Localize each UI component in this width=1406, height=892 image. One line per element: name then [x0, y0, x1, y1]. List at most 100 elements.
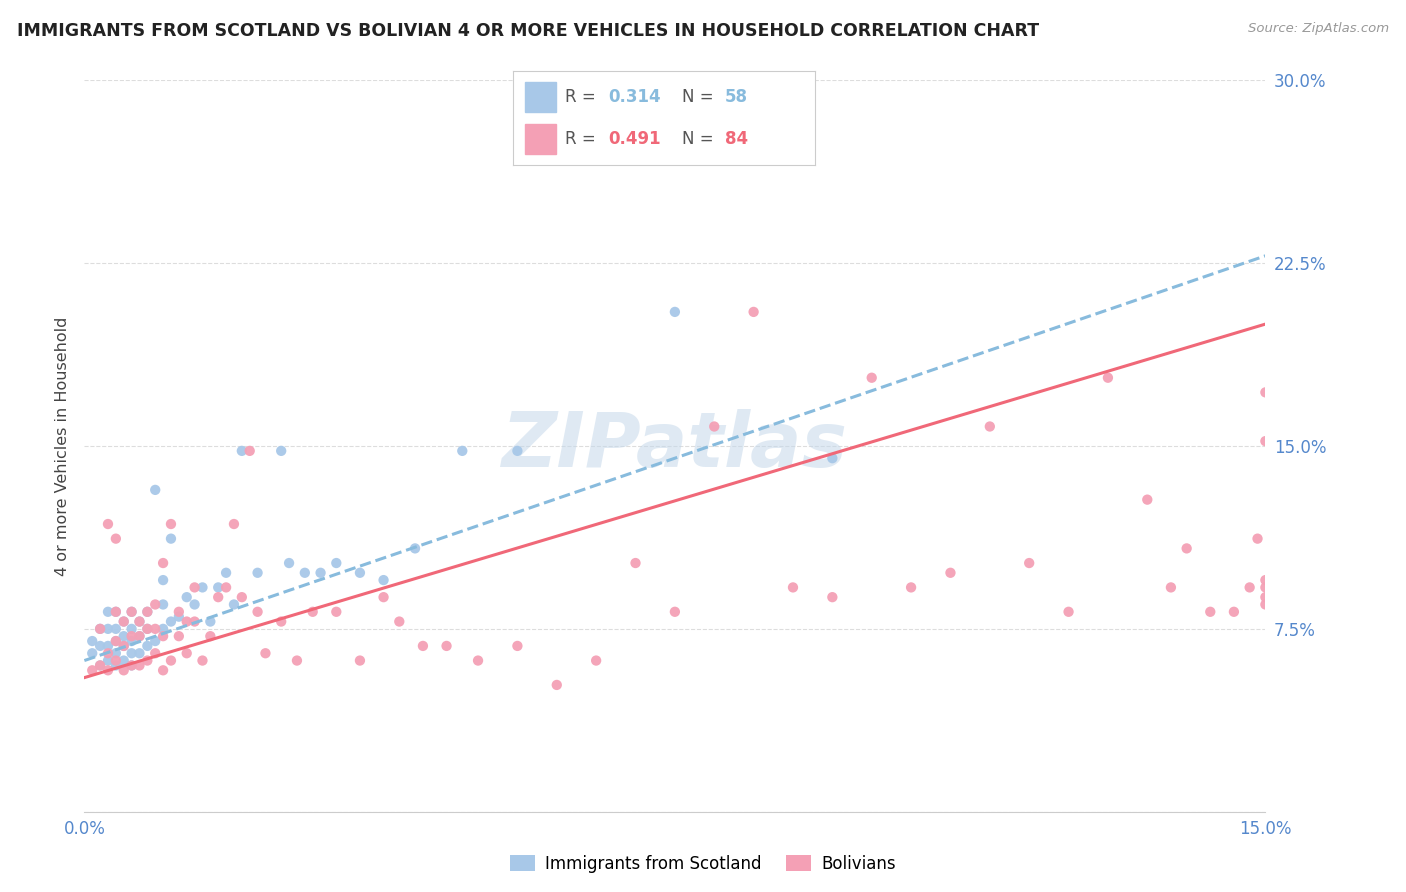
- Point: [121, 629, 143, 643]
- Point: [325, 605, 347, 619]
- Point: [121, 634, 143, 648]
- Point: [624, 556, 647, 570]
- Point: [200, 629, 222, 643]
- Text: 84: 84: [725, 130, 748, 148]
- Point: [1254, 590, 1277, 604]
- Point: [97, 605, 120, 619]
- Point: [97, 646, 120, 660]
- Text: 58: 58: [725, 87, 748, 105]
- Point: [97, 654, 120, 668]
- Point: [136, 654, 159, 668]
- Point: [270, 615, 292, 629]
- Point: [128, 615, 150, 629]
- Point: [1254, 434, 1277, 449]
- Text: Source: ZipAtlas.com: Source: ZipAtlas.com: [1249, 22, 1389, 36]
- Point: [152, 663, 174, 677]
- Point: [231, 590, 253, 604]
- Point: [979, 419, 1001, 434]
- Point: [152, 622, 174, 636]
- Point: [82, 634, 104, 648]
- Point: [1160, 581, 1182, 595]
- Point: [89, 622, 111, 636]
- Point: [121, 658, 143, 673]
- Point: [373, 573, 395, 587]
- Point: [207, 581, 229, 595]
- Point: [183, 615, 205, 629]
- Point: [112, 629, 135, 643]
- Point: [301, 605, 323, 619]
- Point: [215, 581, 238, 595]
- Point: [939, 566, 962, 580]
- Point: [97, 639, 120, 653]
- Point: [1057, 605, 1080, 619]
- Point: [467, 654, 489, 668]
- Text: IMMIGRANTS FROM SCOTLAND VS BOLIVIAN 4 OR MORE VEHICLES IN HOUSEHOLD CORRELATION: IMMIGRANTS FROM SCOTLAND VS BOLIVIAN 4 O…: [17, 22, 1039, 40]
- Point: [176, 646, 198, 660]
- Point: [128, 658, 150, 673]
- Point: [664, 305, 686, 319]
- Point: [1254, 581, 1277, 595]
- Point: [160, 532, 183, 546]
- Point: [451, 443, 474, 458]
- Point: [112, 615, 135, 629]
- Point: [1254, 598, 1277, 612]
- Point: [128, 629, 150, 643]
- Text: 0.491: 0.491: [609, 130, 661, 148]
- Point: [1199, 605, 1222, 619]
- Point: [112, 654, 135, 668]
- Point: [506, 639, 529, 653]
- Point: [1136, 492, 1159, 507]
- Point: [128, 646, 150, 660]
- Point: [176, 590, 198, 604]
- Point: [207, 590, 229, 604]
- Point: [742, 305, 765, 319]
- Point: [104, 658, 127, 673]
- Point: [270, 443, 292, 458]
- Point: [152, 556, 174, 570]
- Point: [121, 646, 143, 660]
- Point: [412, 639, 434, 653]
- Point: [104, 634, 127, 648]
- Point: [152, 598, 174, 612]
- Point: [200, 615, 222, 629]
- Point: [104, 622, 127, 636]
- Point: [1175, 541, 1198, 556]
- Point: [231, 443, 253, 458]
- Point: [104, 654, 127, 668]
- Text: N =: N =: [682, 130, 720, 148]
- Point: [436, 639, 458, 653]
- Point: [309, 566, 332, 580]
- Point: [121, 605, 143, 619]
- Point: [112, 663, 135, 677]
- Bar: [526, 82, 555, 112]
- Point: [349, 566, 371, 580]
- Point: [285, 654, 308, 668]
- Point: [1254, 385, 1277, 400]
- Point: [143, 598, 166, 612]
- Point: [1246, 532, 1268, 546]
- Point: [215, 566, 238, 580]
- Point: [246, 605, 269, 619]
- Point: [585, 654, 607, 668]
- Point: [373, 590, 395, 604]
- Point: [183, 581, 205, 595]
- Point: [89, 622, 111, 636]
- Point: [160, 516, 183, 531]
- Point: [97, 663, 120, 677]
- Point: [143, 646, 166, 660]
- Point: [143, 483, 166, 497]
- Point: [121, 622, 143, 636]
- Point: [703, 419, 725, 434]
- Point: [97, 516, 120, 531]
- Point: [506, 443, 529, 458]
- Point: [782, 581, 804, 595]
- Bar: [526, 124, 555, 153]
- Text: ZIPatlas: ZIPatlas: [502, 409, 848, 483]
- Point: [388, 615, 411, 629]
- Text: R =: R =: [565, 87, 600, 105]
- Point: [1018, 556, 1040, 570]
- Point: [104, 634, 127, 648]
- Point: [246, 566, 269, 580]
- Point: [128, 615, 150, 629]
- Point: [89, 658, 111, 673]
